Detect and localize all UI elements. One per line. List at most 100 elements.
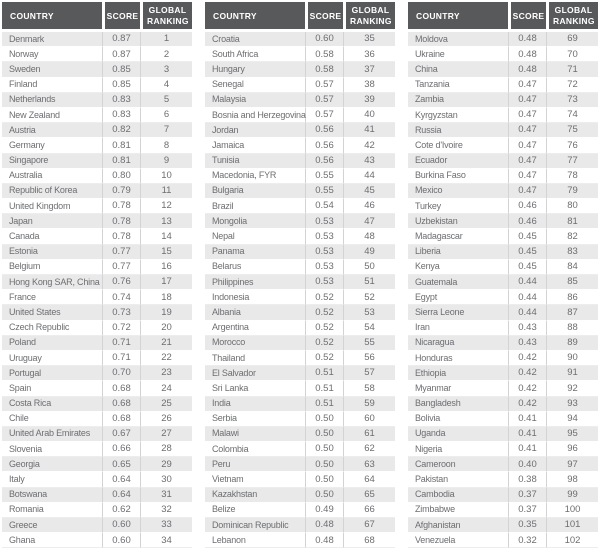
rank-cell: 57 — [343, 366, 395, 382]
rank-cell: 37 — [343, 62, 395, 78]
score-cell: 0.42 — [508, 366, 546, 382]
score-cell: 0.81 — [102, 153, 140, 169]
rank-cell: 16 — [140, 259, 192, 275]
country-cell: Romania — [2, 502, 102, 518]
score-cell: 0.85 — [102, 77, 140, 93]
table-row: South Africa 0.58 36 — [205, 47, 395, 63]
score-cell: 0.82 — [102, 123, 140, 139]
rank-cell: 8 — [140, 138, 192, 154]
rank-cell: 73 — [546, 92, 598, 108]
rank-cell: 4 — [140, 77, 192, 93]
table-row: Egypt 0.44 86 — [408, 290, 598, 306]
country-cell: China — [408, 62, 508, 78]
table-row: Albania 0.52 53 — [205, 305, 395, 321]
rank-cell: 59 — [343, 396, 395, 412]
rank-cell: 29 — [140, 457, 192, 473]
table-row: Kazakhstan 0.50 65 — [205, 487, 395, 503]
country-cell: Bosnia and Herzegovina — [205, 107, 306, 124]
country-cell: Cambodia — [408, 487, 508, 503]
table-body: Moldova 0.48 69 Ukraine 0.48 70 China 0.48 71 Tan… — [408, 32, 598, 549]
score-cell: 0.48 — [305, 518, 343, 534]
country-cell: Bolivia — [408, 411, 508, 427]
table-row: Pakistan 0.38 98 — [408, 472, 598, 488]
table-row: Poland 0.71 21 — [2, 335, 192, 351]
table-row: United Kingdom 0.78 12 — [2, 199, 192, 215]
rank-cell: 90 — [546, 350, 598, 367]
table-row: Nepal 0.53 48 — [205, 229, 395, 245]
country-cell: Belgium — [2, 259, 102, 275]
score-cell: 0.52 — [305, 350, 343, 367]
table-row: Sierra Leone 0.44 87 — [408, 305, 598, 321]
score-cell: 0.53 — [305, 244, 343, 260]
country-cell: Greece — [2, 518, 102, 534]
score-cell: 0.46 — [508, 199, 546, 215]
score-cell: 0.68 — [102, 396, 140, 412]
country-cell: Mongolia — [205, 214, 305, 230]
column-header-country: COUNTRY — [2, 2, 102, 32]
rank-cell: 56 — [343, 350, 395, 367]
country-cell: Netherlands — [2, 92, 102, 108]
table-row: Netherlands 0.83 5 — [2, 92, 192, 108]
table-row: Serbia 0.50 60 — [205, 411, 395, 427]
rank-cell: 61 — [343, 426, 395, 443]
rank-cell: 43 — [343, 153, 395, 169]
country-cell: Nigeria — [408, 442, 508, 458]
country-cell: Turkey — [408, 199, 508, 215]
table-row: El Salvador 0.51 57 — [205, 366, 395, 382]
rank-cell: 44 — [343, 168, 395, 184]
score-cell: 0.78 — [102, 214, 140, 230]
table-row: Turkey 0.46 80 — [408, 199, 598, 215]
table-row: China 0.48 71 — [408, 62, 598, 78]
country-cell: Kenya — [408, 259, 508, 275]
rank-cell: 92 — [546, 381, 598, 397]
country-cell: Canada — [2, 229, 102, 245]
rank-cell: 19 — [140, 305, 192, 321]
table-row: Malawi 0.50 61 — [205, 426, 395, 443]
score-cell: 0.52 — [305, 335, 343, 351]
country-cell: Slovenia — [2, 442, 102, 458]
country-cell: Sri Lanka — [205, 381, 305, 397]
table-row: Croatia 0.60 35 — [205, 32, 395, 48]
score-cell: 0.64 — [102, 487, 140, 503]
score-cell: 0.81 — [102, 138, 140, 154]
score-cell: 0.53 — [305, 275, 343, 291]
table-row: Uganda 0.41 95 — [408, 426, 598, 443]
rank-cell: 26 — [140, 411, 192, 427]
score-cell: 0.47 — [508, 168, 546, 184]
table-row: Lebanon 0.48 68 — [205, 533, 395, 549]
rank-cell: 64 — [343, 472, 395, 488]
country-cell: Nicaragua — [408, 335, 508, 351]
rank-cell: 49 — [343, 244, 395, 260]
column-header-country: COUNTRY — [408, 2, 508, 32]
rank-cell: 93 — [546, 396, 598, 412]
score-cell: 0.65 — [102, 457, 140, 473]
table-body: Denmark 0.87 1 Norway 0.87 2 Sweden 0.85 3 Finlan… — [2, 32, 192, 549]
table-row: Cote d'Ivoire 0.47 76 — [408, 138, 598, 154]
rank-cell: 20 — [140, 320, 192, 336]
rank-cell: 45 — [343, 183, 395, 200]
table-row: Romania 0.62 32 — [2, 502, 192, 518]
country-cell: Uganda — [408, 426, 508, 443]
score-cell: 0.60 — [102, 533, 140, 549]
country-cell: Jordan — [205, 123, 305, 139]
country-cell: Senegal — [205, 77, 305, 93]
rank-cell: 1 — [140, 32, 192, 48]
rank-cell: 62 — [343, 442, 395, 458]
country-cell: Guatemala — [408, 275, 508, 291]
rank-cell: 98 — [546, 472, 598, 488]
score-cell: 0.47 — [508, 183, 546, 200]
score-cell: 0.68 — [102, 381, 140, 397]
rank-cell: 52 — [343, 290, 395, 306]
table-row: Bosnia and Herzegovina 0.57 40 — [205, 107, 395, 124]
score-cell: 0.43 — [508, 320, 546, 336]
country-cell: Ecuador — [408, 153, 508, 169]
rank-cell: 100 — [546, 502, 598, 518]
table-row: India 0.51 59 — [205, 396, 395, 412]
table-row: United Arab Emirates 0.67 27 — [2, 426, 192, 443]
score-cell: 0.87 — [102, 32, 140, 48]
score-cell: 0.37 — [508, 502, 546, 518]
score-cell: 0.58 — [305, 62, 343, 78]
country-cell: Afghanistan — [408, 518, 508, 534]
country-cell: Austria — [2, 123, 102, 139]
header-row: COUNTRY SCORE GLOBAL RANKING — [2, 2, 192, 32]
